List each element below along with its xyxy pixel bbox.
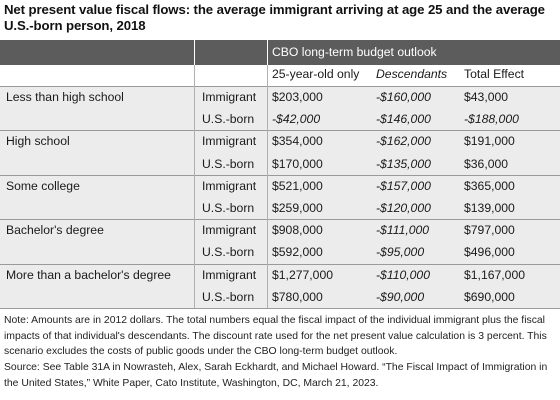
row-category-label: More than a bachelor's degree [6,267,171,282]
cell-total-effect: $36,000 [464,156,509,171]
cell-descendants: -$160,000 [376,90,431,104]
category-divider [0,263,560,265]
header-separator [194,40,195,65]
cell-descendants: -$95,000 [376,245,425,260]
category-divider [0,130,560,132]
column-header-total-effect: Total Effect [464,67,525,81]
cell-descendants: -$157,000 [376,178,431,193]
row-group-label: Immigrant [202,134,257,149]
cell-total-effect: $139,000 [464,201,515,215]
cell-total-effect: $496,000 [464,245,515,260]
cell-25-year-old: $1,277,000 [272,267,333,282]
row-category-label: High school [6,134,70,149]
cell-25-year-old: $170,000 [272,156,323,171]
cell-descendants: -$146,000 [376,112,431,127]
row-group-label: U.S.-born [202,245,255,260]
row-group-label: Immigrant [202,223,257,238]
category-band [0,86,560,131]
category-band [0,263,560,308]
column-separator [267,65,268,308]
cell-25-year-old: $354,000 [272,134,323,149]
category-band [0,130,560,175]
row-group-label: U.S.-born [202,289,255,304]
cell-25-year-old: $780,000 [272,289,323,304]
row-group-label: U.S.-born [202,201,255,215]
category-band [0,174,560,220]
category-divider [0,219,560,221]
column-header-descendants: Descendants [376,67,448,81]
cell-descendants: -$90,000 [376,289,425,304]
cell-total-effect: $365,000 [464,178,515,193]
row-category-label: Less than high school [6,90,124,104]
cell-25-year-old: $203,000 [272,90,323,104]
table-title: Net present value fiscal flows: the aver… [4,2,545,33]
header-separator [267,40,268,65]
note-text: Note: Amounts are in 2012 dollars. The t… [4,315,547,357]
cell-25-year-old: -$42,000 [272,112,321,127]
source-text: Source: See Table 31A in Nowrasteh, Alex… [4,362,548,389]
cell-descendants: -$120,000 [376,201,431,215]
cell-25-year-old: $521,000 [272,178,323,193]
cell-total-effect: $191,000 [464,134,515,149]
cell-descendants: -$110,000 [376,267,430,282]
cell-total-effect: $1,167,000 [464,267,525,282]
table-bottom-rule [0,308,560,309]
column-header-25-year-old: 25-year-old only [272,67,360,81]
cell-total-effect: -$188,000 [464,112,519,127]
cell-total-effect: $797,000 [464,223,515,238]
category-divider [0,174,560,176]
column-separator [194,65,195,308]
category-band [0,219,560,264]
row-group-label: U.S.-born [202,156,255,171]
group-label: CBO long-term budget outlook [272,45,437,59]
cell-descendants: -$162,000 [376,134,431,149]
cell-total-effect: $43,000 [464,90,509,104]
cell-25-year-old: $908,000 [272,223,323,238]
cell-25-year-old: $592,000 [272,245,323,260]
row-group-label: Immigrant [202,267,257,282]
category-divider [0,86,560,87]
cell-total-effect: $690,000 [464,289,515,304]
row-group-label: Immigrant [202,90,257,104]
row-group-label: Immigrant [202,178,257,193]
cell-descendants: -$135,000 [376,156,431,171]
row-group-label: U.S.-born [202,112,255,127]
header-band: CBO long-term budget outlook [0,40,560,65]
cell-25-year-old: $259,000 [272,201,323,215]
row-category-label: Bachelor's degree [6,223,104,238]
row-category-label: Some college [6,178,80,193]
cell-descendants: -$111,000 [376,223,430,238]
